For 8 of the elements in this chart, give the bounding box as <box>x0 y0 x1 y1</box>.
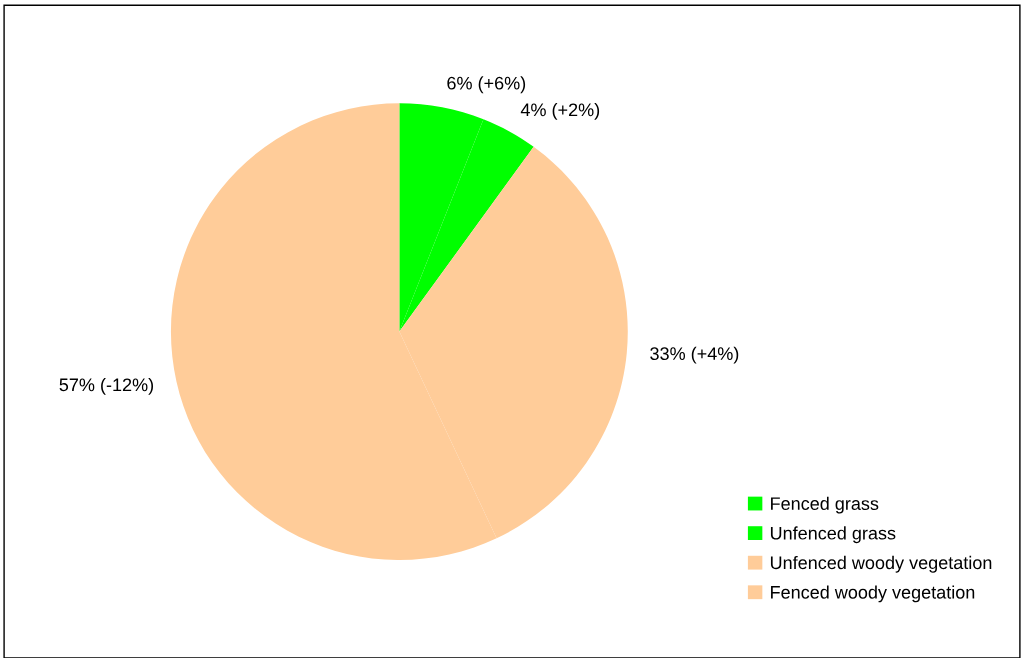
legend-label: Unfenced woody vegetation <box>770 555 992 573</box>
legend-label: Fenced woody vegetation <box>771 585 975 603</box>
data-label: 6% (+6%) <box>447 76 526 94</box>
legend-label: Unfenced grass <box>770 526 896 544</box>
data-label: 33% (+4%) <box>650 346 739 364</box>
data-label: 57% (-12%) <box>59 377 154 395</box>
legend-label: Fenced grass <box>771 496 879 514</box>
data-label: 4% (+2%) <box>520 102 600 120</box>
